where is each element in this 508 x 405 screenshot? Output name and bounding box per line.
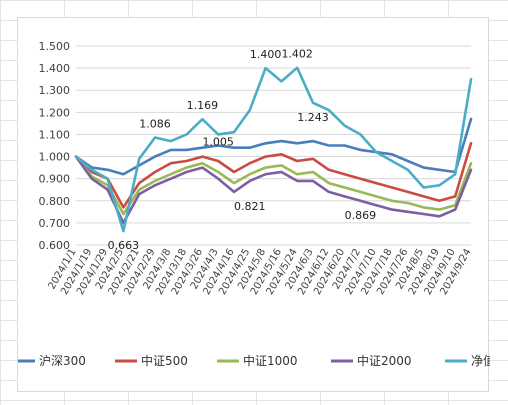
series-line	[74, 155, 473, 225]
data-label: 1.169	[187, 99, 219, 112]
series-lines	[74, 66, 473, 233]
y-tick-label: 0.600	[39, 239, 71, 252]
data-labels: 1.086 1.169 1.400 1.402 1.243 0.663 1.005 0.821…	[108, 48, 377, 252]
y-tick-label: 1.200	[39, 106, 71, 119]
series-line	[74, 142, 473, 209]
y-tick-label: 1.500	[39, 40, 71, 53]
x-axis-ticks: 2024/1/12024/1/192024/1/292024/2/52024/2…	[47, 247, 474, 297]
series-line	[74, 66, 473, 233]
series-line	[74, 117, 473, 176]
legend-label: 中证1000	[243, 353, 298, 368]
data-label: 1.400	[250, 48, 282, 61]
y-tick-label: 1.400	[39, 62, 71, 75]
legend-label: 沪深300	[39, 354, 86, 368]
legend-label: 中证2000	[357, 353, 412, 368]
legend: 沪深300 中证500 中证1000 中证2000 净值	[18, 353, 490, 368]
y-tick-label: 0.700	[39, 217, 71, 230]
chart-area[interactable]: 0.600 0.700 0.800 0.900 1.000 1.100 1.200 1.300…	[17, 17, 490, 392]
line-chart: 0.600 0.700 0.800 0.900 1.000 1.100 1.200 1.300…	[18, 40, 490, 368]
data-label: 1.086	[139, 118, 171, 131]
data-label: 0.821	[234, 200, 266, 213]
y-tick-label: 1.300	[39, 84, 71, 97]
data-label: 1.402	[281, 48, 313, 61]
data-label: 1.005	[202, 135, 234, 148]
data-label: 0.663	[108, 239, 140, 252]
data-label: 0.869	[345, 209, 377, 222]
legend-label: 中证500	[141, 353, 188, 368]
y-tick-label: 1.100	[39, 128, 71, 141]
y-axis-ticks: 0.600 0.700 0.800 0.900 1.000 1.100 1.200 1.300…	[39, 40, 71, 252]
series-line	[74, 155, 473, 216]
y-tick-label: 0.900	[39, 173, 71, 186]
data-label: 1.243	[297, 111, 329, 124]
y-tick-label: 0.800	[39, 195, 71, 208]
legend-label: 净值	[471, 353, 490, 368]
y-tick-label: 1.000	[39, 151, 71, 164]
